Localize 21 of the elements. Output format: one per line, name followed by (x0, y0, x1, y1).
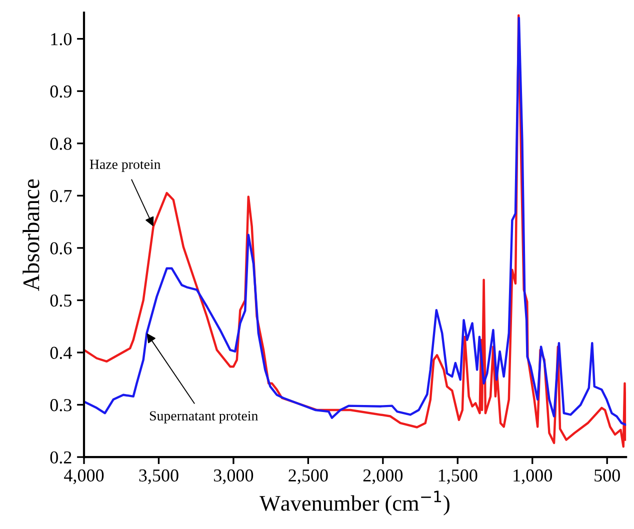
y-tick-label: 0.5 (50, 294, 72, 307)
y-tick-label: 0.7 (50, 190, 72, 202)
series-label: Supernatant protein (150, 411, 258, 424)
x-tick-label: 1,000 (514, 469, 552, 484)
y-tick-label: 0.2 (50, 451, 72, 464)
x-axis-title: Wavenumber (cm$^{−1}$) (260, 490, 450, 516)
y-tick-label: 0.4 (50, 346, 72, 360)
x-tick-label: 1,500 (438, 469, 478, 484)
series-label: Haze protein (90, 160, 161, 172)
y-tick-label: 0.8 (50, 138, 72, 150)
x-tick-label: 2,500 (288, 469, 328, 484)
x-tick-label: 3,000 (214, 469, 254, 484)
y-tick-label: 0.6 (50, 242, 72, 254)
y-tick-label: 0.9 (50, 85, 72, 98)
x-tick-label: 3,500 (139, 469, 178, 484)
x-tick-label: 500 (594, 469, 620, 482)
x-tick-label: 4,000 (64, 469, 104, 484)
x-tick-label: 2,000 (363, 469, 403, 484)
y-tick-label: 0.3 (50, 399, 72, 412)
y-tick-label: 1.0 (51, 33, 72, 46)
y-axis-title: Absorbance (22, 179, 40, 292)
